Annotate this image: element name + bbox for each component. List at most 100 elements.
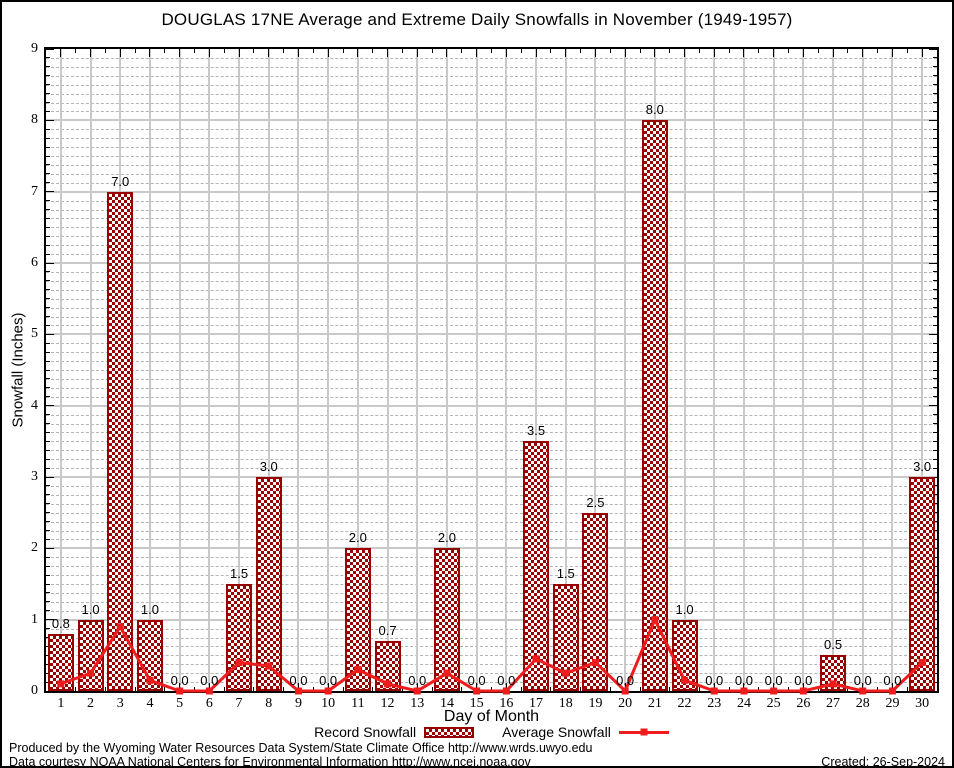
x-tick-label-27: 27 — [826, 696, 841, 711]
x-tick-label-13: 13 — [410, 696, 425, 711]
x-axis-minor-tick — [877, 49, 879, 53]
x-tick-label-16: 16 — [499, 696, 514, 711]
y-axis-minor-tick — [46, 494, 50, 496]
day-gridline — [386, 49, 389, 691]
y-axis-minor-tick — [933, 93, 937, 95]
average-marker-day-27 — [829, 680, 837, 688]
minor-gridline — [46, 575, 937, 577]
x-axis-tick — [713, 683, 715, 691]
average-marker-day-2 — [87, 669, 95, 677]
y-axis-minor-tick — [933, 84, 937, 86]
x-axis-minor-tick — [194, 49, 195, 53]
bar-value-label-day-23: 0.0 — [705, 673, 724, 688]
day-gridline — [59, 49, 62, 691]
bar-day-18 — [552, 584, 579, 691]
x-tick-label-22: 22 — [677, 696, 692, 711]
x-axis-minor-tick — [372, 687, 374, 691]
bar-day-1 — [47, 633, 74, 691]
major-gridline — [46, 119, 937, 122]
minor-gridline — [46, 539, 937, 541]
y-axis-minor-tick — [46, 173, 50, 175]
y-tick-label-5: 5 — [31, 326, 38, 342]
x-axis-tick — [921, 49, 923, 57]
x-axis-minor-tick — [877, 687, 879, 691]
x-axis-tick — [684, 49, 686, 57]
y-axis-tick — [929, 333, 937, 335]
x-axis-tick — [773, 683, 775, 691]
y-axis-minor-tick — [46, 440, 50, 442]
average-marker-day-7 — [235, 658, 243, 666]
y-axis-minor-tick — [46, 369, 50, 371]
x-axis-minor-tick — [906, 49, 908, 53]
day-gridline — [535, 49, 538, 691]
x-axis-tick — [208, 683, 210, 691]
day-gridline — [683, 49, 686, 691]
minor-gridline — [46, 111, 937, 113]
x-axis-tick — [327, 683, 329, 691]
y-axis-minor-tick — [933, 440, 937, 442]
x-axis-tick — [862, 683, 864, 691]
bar-day-2 — [77, 619, 104, 691]
x-axis-tick — [535, 49, 537, 57]
x-axis-tick — [743, 49, 745, 57]
y-axis-minor-tick — [46, 182, 50, 184]
bar-day-11 — [344, 548, 371, 691]
x-axis-minor-tick — [194, 687, 195, 691]
y-tick-label-0: 0 — [31, 683, 38, 698]
y-axis-minor-tick — [933, 387, 937, 389]
major-gridline — [46, 547, 937, 550]
y-axis-minor-tick — [933, 449, 937, 451]
y-axis-minor-tick — [46, 128, 50, 130]
x-tick-label-21: 21 — [647, 696, 662, 711]
x-tick-label-23: 23 — [707, 696, 722, 711]
x-axis-minor-tick — [847, 687, 849, 691]
y-axis-minor-tick — [46, 396, 50, 398]
minor-gridline — [46, 84, 937, 86]
y-axis-minor-tick — [46, 556, 50, 558]
x-axis-minor-tick — [372, 49, 374, 53]
x-tick-label-24: 24 — [736, 696, 751, 711]
x-tick-label-29: 29 — [885, 696, 900, 711]
y-axis-minor-tick — [46, 521, 50, 523]
y-axis-minor-tick — [933, 351, 937, 353]
y-axis-minor-tick — [46, 316, 50, 317]
x-axis-minor-tick — [758, 687, 760, 691]
y-axis-minor-tick — [933, 209, 937, 210]
bar-value-label-day-11: 2.0 — [348, 530, 367, 546]
record-snowfall-swatch-icon — [424, 726, 475, 738]
major-gridline — [46, 262, 937, 264]
average-marker-day-14 — [443, 669, 451, 677]
y-axis-minor-tick — [46, 565, 50, 567]
x-axis-tick — [208, 49, 210, 57]
y-axis-minor-tick — [46, 628, 50, 630]
bar-value-label-day-4: 1.0 — [140, 601, 159, 617]
bar-day-8 — [255, 477, 282, 691]
minor-gridline — [46, 592, 937, 594]
x-tick-label-30: 30 — [915, 696, 930, 711]
y-axis-tick — [929, 262, 937, 264]
y-axis-minor-tick — [46, 137, 50, 139]
x-axis-tick — [119, 49, 121, 57]
legend-record-label: Record Snowfall — [314, 724, 417, 740]
minor-gridline — [46, 75, 937, 77]
y-axis-minor-tick — [46, 102, 50, 103]
x-axis-minor-tick — [431, 49, 433, 53]
y-axis-minor-tick — [46, 342, 50, 344]
x-tick-label-25: 25 — [766, 696, 781, 711]
minor-gridline — [46, 57, 937, 59]
minor-gridline — [46, 147, 937, 149]
bar-value-label-day-26: 0.0 — [794, 673, 813, 688]
y-axis-tick — [46, 333, 54, 335]
y-tick-label-3: 3 — [31, 469, 38, 484]
y-axis-minor-tick — [46, 324, 50, 326]
x-axis-tick — [297, 49, 299, 57]
x-axis-minor-tick — [698, 49, 700, 53]
minor-gridline — [46, 361, 937, 363]
bar-value-label-day-22: 1.0 — [675, 601, 694, 617]
minor-gridline — [46, 182, 937, 184]
minor-gridline — [46, 601, 937, 603]
y-axis-minor-tick — [46, 601, 50, 603]
average-marker-day-24 — [740, 687, 748, 695]
y-axis-minor-tick — [933, 57, 937, 59]
x-axis-minor-tick — [164, 49, 166, 53]
